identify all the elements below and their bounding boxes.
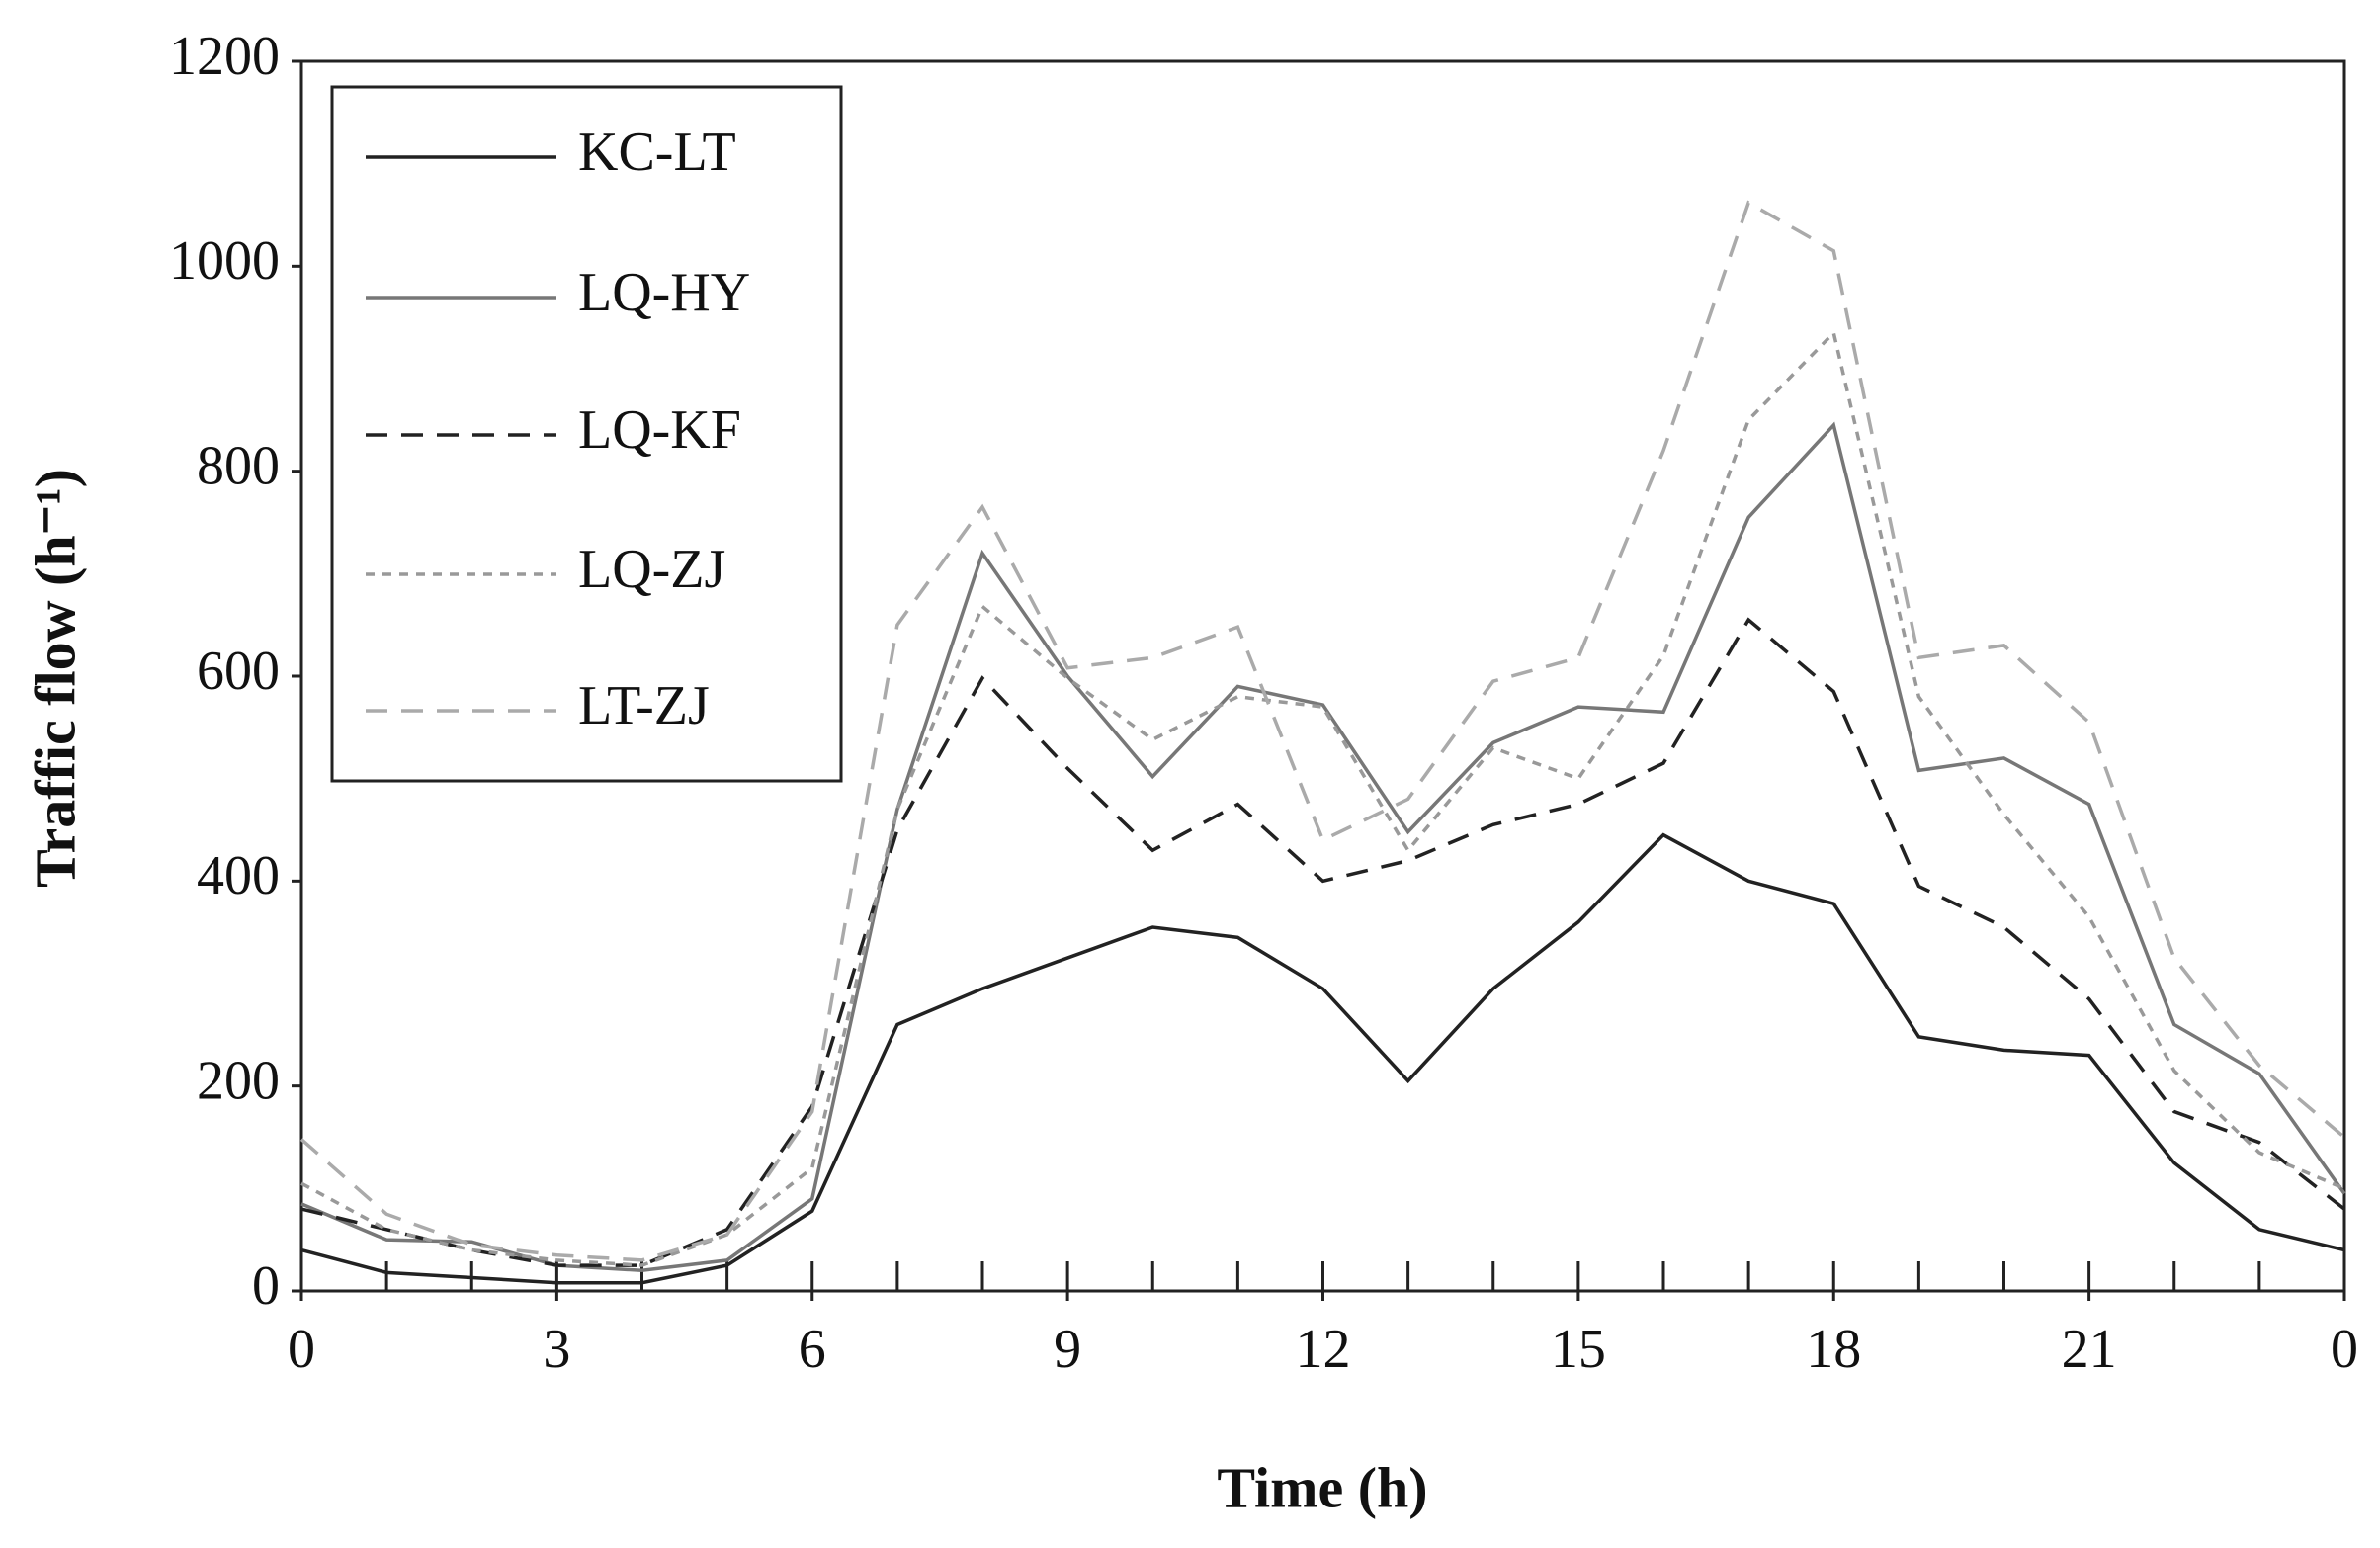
y-tick-label: 600 bbox=[197, 641, 280, 702]
x-tick-label: 15 bbox=[1551, 1319, 1606, 1380]
y-tick-label: 400 bbox=[197, 845, 280, 906]
x-tick-label: 9 bbox=[1054, 1319, 1081, 1380]
y-tick-label: 200 bbox=[197, 1051, 280, 1112]
series-line bbox=[300, 617, 2346, 1267]
x-axis-label: Time (h) bbox=[1217, 1455, 1427, 1519]
legend-label: LQ-KF bbox=[578, 399, 741, 461]
x-tick-label: 6 bbox=[799, 1319, 826, 1380]
legend-label: LQ-ZJ bbox=[578, 539, 725, 600]
y-tick-label: 0 bbox=[252, 1255, 280, 1317]
x-tick-label: 12 bbox=[1296, 1319, 1351, 1380]
legend-label: LQ-HY bbox=[578, 262, 750, 323]
legend-label: KC-LT bbox=[578, 122, 736, 183]
x-tick-label: 21 bbox=[2062, 1319, 2117, 1380]
x-tick-label: 0 bbox=[288, 1319, 315, 1380]
legend-label: LT-ZJ bbox=[578, 675, 710, 736]
series-line bbox=[299, 200, 2346, 1262]
series-line bbox=[300, 832, 2345, 1285]
x-tick-label: 18 bbox=[1806, 1319, 1861, 1380]
y-tick-label: 1000 bbox=[169, 230, 280, 292]
x-tick-label: 3 bbox=[543, 1319, 570, 1380]
y-axis-label: Traffic flow (h⁻¹) bbox=[23, 469, 87, 888]
y-tick-label: 800 bbox=[197, 436, 280, 497]
y-tick-label: 1200 bbox=[169, 26, 280, 87]
series-line bbox=[300, 329, 2345, 1267]
series-line bbox=[300, 421, 2346, 1273]
x-tick-label: 0 bbox=[2331, 1319, 2358, 1380]
